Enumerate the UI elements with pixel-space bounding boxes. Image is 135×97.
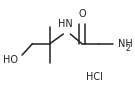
Text: 2: 2 bbox=[126, 44, 131, 53]
Text: NH: NH bbox=[118, 39, 133, 49]
Text: HO: HO bbox=[3, 55, 18, 65]
Text: O: O bbox=[78, 9, 86, 19]
Text: HCl: HCl bbox=[86, 72, 103, 82]
Text: HN: HN bbox=[58, 19, 73, 29]
